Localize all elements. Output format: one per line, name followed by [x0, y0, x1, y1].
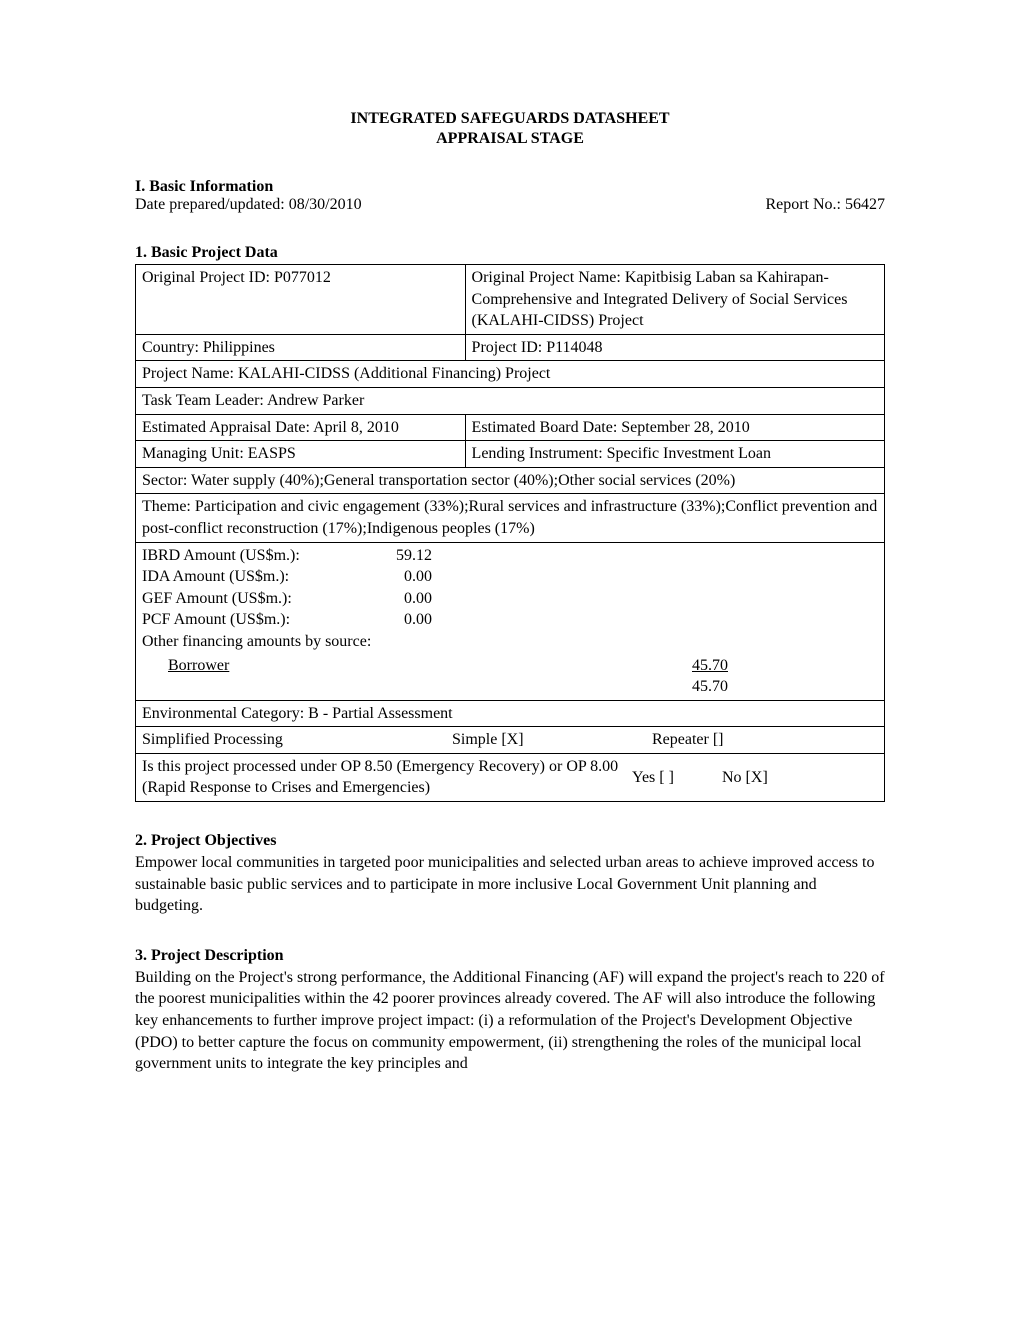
op-question: Is this project processed under OP 8.50 … — [142, 756, 632, 799]
ibrd-label: IBRD Amount (US$m.): — [142, 545, 352, 567]
section-1-1-heading: 1. Basic Project Data — [135, 244, 885, 262]
simp-label: Simplified Processing — [142, 729, 452, 751]
cell-op-processing: Is this project processed under OP 8.50 … — [136, 753, 885, 801]
ida-value: 0.00 — [352, 566, 432, 588]
cell-orig-project-id: Original Project ID: P077012 — [136, 265, 466, 335]
cell-orig-project-name: Original Project Name: Kapitbisig Laban … — [465, 265, 884, 335]
section-3-body: Building on the Project's strong perform… — [135, 967, 885, 1075]
gef-label: GEF Amount (US$m.): — [142, 588, 352, 610]
other-financing-label: Other financing amounts by source: — [142, 631, 878, 653]
borrower-value: 45.70 — [668, 655, 728, 677]
borrower-total: 45.70 — [668, 676, 728, 698]
simp-simple: Simple [X] — [452, 729, 652, 751]
project-data-table: Original Project ID: P077012 Original Pr… — [135, 264, 885, 802]
cell-task-team-leader: Task Team Leader: Andrew Parker — [136, 387, 885, 414]
cell-project-name: Project Name: KALAHI-CIDSS (Additional F… — [136, 361, 885, 388]
ida-label: IDA Amount (US$m.): — [142, 566, 352, 588]
report-no: Report No.: 56427 — [765, 196, 885, 214]
simp-repeater: Repeater [] — [652, 729, 724, 751]
cell-country: Country: Philippines — [136, 334, 466, 361]
date-prepared: Date prepared/updated: 08/30/2010 — [135, 196, 362, 214]
pcf-label: PCF Amount (US$m.): — [142, 609, 352, 631]
section-2-body: Empower local communities in targeted po… — [135, 852, 885, 917]
section-2-heading: 2. Project Objectives — [135, 832, 885, 850]
section-3-heading: 3. Project Description — [135, 947, 885, 965]
cell-appraisal-date: Estimated Appraisal Date: April 8, 2010 — [136, 414, 466, 441]
pcf-value: 0.00 — [352, 609, 432, 631]
cell-theme: Theme: Participation and civic engagemen… — [136, 494, 885, 542]
doc-title: INTEGRATED SAFEGUARDS DATASHEET — [135, 110, 885, 128]
ibrd-value: 59.12 — [352, 545, 432, 567]
gef-value: 0.00 — [352, 588, 432, 610]
cell-project-id: Project ID: P114048 — [465, 334, 884, 361]
borrower-label: Borrower — [168, 655, 668, 677]
cell-board-date: Estimated Board Date: September 28, 2010 — [465, 414, 884, 441]
cell-simplified-processing: Simplified Processing Simple [X] Repeate… — [136, 727, 885, 754]
op-no: No [X] — [722, 767, 768, 789]
cell-managing-unit: Managing Unit: EASPS — [136, 441, 466, 468]
cell-amounts: IBRD Amount (US$m.):59.12 IDA Amount (US… — [136, 542, 885, 700]
cell-lending-instrument: Lending Instrument: Specific Investment … — [465, 441, 884, 468]
section-1-heading: I. Basic Information — [135, 178, 885, 196]
cell-sector: Sector: Water supply (40%);General trans… — [136, 467, 885, 494]
doc-subtitle: APPRAISAL STAGE — [135, 130, 885, 148]
op-yes: Yes [ ] — [632, 767, 722, 789]
cell-env-category: Environmental Category: B - Partial Asse… — [136, 700, 885, 727]
